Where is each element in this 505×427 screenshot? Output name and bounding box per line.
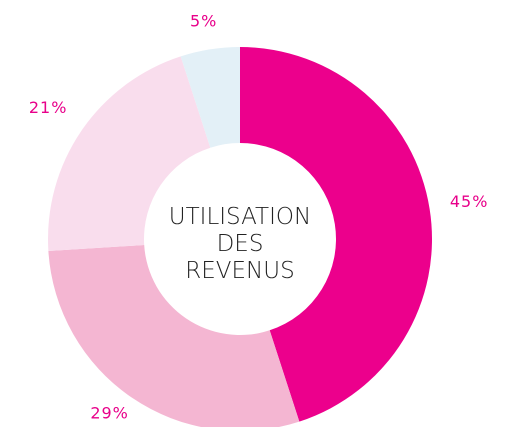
slice: [240, 47, 433, 422]
data-label: 5%: [190, 12, 217, 31]
data-label: 29%: [90, 404, 129, 423]
data-label: 21%: [29, 98, 68, 117]
slice: [47, 56, 211, 252]
chart-title: UTILISATION DES REVENUS: [168, 204, 312, 284]
slice: [48, 245, 300, 427]
slice: [180, 47, 240, 148]
data-label: 45%: [450, 192, 489, 211]
